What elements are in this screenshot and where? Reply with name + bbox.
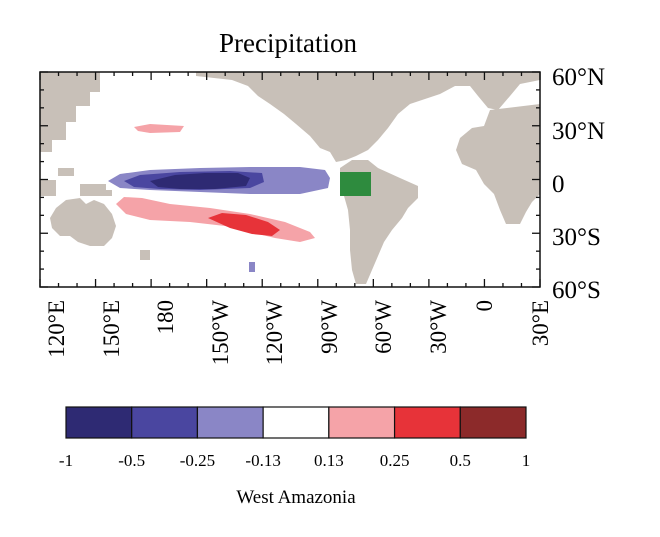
colorbar-level-label: 1 <box>522 451 531 470</box>
colorbar-swatch <box>262 406 330 439</box>
colorbar-swatch <box>393 406 461 439</box>
contour-negative-patch <box>249 262 255 272</box>
lat-label-60s: 60°S <box>552 277 601 304</box>
precipitation-contours <box>108 124 330 272</box>
lon-label-90w: 90°W <box>317 300 342 354</box>
contour-positive-core <box>208 213 280 236</box>
colorbar: -1 -0.5 -0.25 -0.13 0.13 0.25 0.5 1 West Amazon… <box>59 406 530 508</box>
lat-label-30s: 30°S <box>552 224 601 251</box>
contour-positive-north <box>134 124 184 133</box>
map-title: Precipitation <box>219 28 357 58</box>
land-new-guinea <box>80 184 112 196</box>
colorbar-level-label: 0.25 <box>380 451 410 470</box>
colorbar-swatch <box>328 406 396 439</box>
colorbar-swatch <box>196 406 264 439</box>
lon-label-120w: 120°W <box>262 300 287 366</box>
colorbar-level-label: -0.5 <box>118 451 145 470</box>
lon-label-30e: 30°E <box>528 300 553 346</box>
lon-label-120e: 120°E <box>44 300 69 358</box>
land-greenland <box>470 72 540 110</box>
lon-label-60w: 60°W <box>371 300 396 354</box>
lat-label-60n: 60°N <box>552 64 605 91</box>
land-north-america <box>196 72 540 162</box>
colorbar-swatch <box>65 406 133 439</box>
lon-label-0: 0 <box>472 300 497 312</box>
lat-label-eq: 0 <box>552 171 565 198</box>
colorbar-level-label: -1 <box>59 451 73 470</box>
lon-label-180: 180 <box>153 300 178 335</box>
latitude-labels: 60°N 30°N 0 30°S 60°S <box>552 64 605 304</box>
colorbar-labels: -1 -0.5 -0.25 -0.13 0.13 0.25 0.5 1 <box>59 451 530 470</box>
colorbar-level-label: 0.13 <box>314 451 344 470</box>
colorbar-swatch <box>131 406 199 439</box>
colorbar-level-label: -0.25 <box>180 451 215 470</box>
colorbar-swatches <box>65 406 527 439</box>
land-australia <box>50 198 116 246</box>
lat-label-30n: 30°N <box>552 118 605 145</box>
map-panel <box>39 71 541 288</box>
lon-label-30w: 30°W <box>426 300 451 354</box>
land-europe-africa <box>456 104 540 224</box>
land-new-zealand <box>140 250 150 260</box>
longitude-labels: 120°E 150°E 180 150°W 120°W 90°W 60°W 30… <box>44 300 553 366</box>
colorbar-level-label: 0.5 <box>450 451 471 470</box>
colorbar-level-label: -0.13 <box>245 451 280 470</box>
map-ticks <box>39 71 541 288</box>
land-asia <box>40 72 100 196</box>
colorbar-swatch <box>459 406 527 439</box>
colorbar-title: West Amazonia <box>236 487 356 508</box>
contour-negative-core <box>150 173 250 189</box>
west-amazonia-region-box <box>340 172 371 196</box>
lon-label-150e: 150°E <box>99 300 124 358</box>
lon-label-150w: 150°W <box>208 300 233 366</box>
